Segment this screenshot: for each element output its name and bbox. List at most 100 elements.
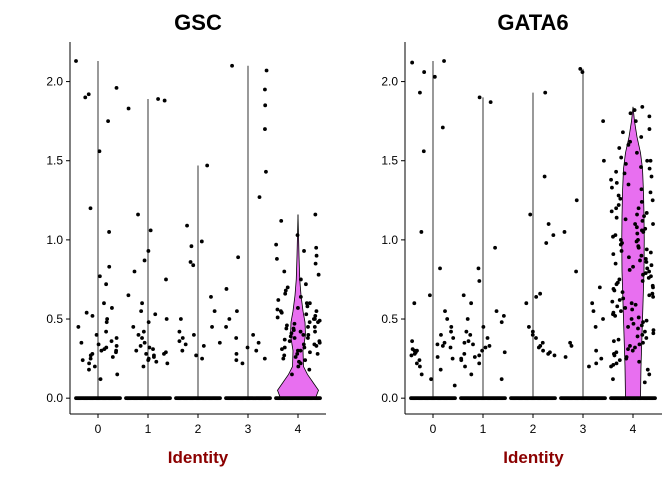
panel-title: GATA6 <box>497 10 568 35</box>
data-point <box>86 92 91 97</box>
data-point <box>471 342 475 347</box>
data-point <box>647 114 652 119</box>
data-point <box>301 342 306 347</box>
data-point <box>298 348 303 353</box>
data-point <box>544 241 549 245</box>
data-point <box>316 320 320 325</box>
data-point <box>637 359 642 364</box>
data-point <box>599 356 604 361</box>
data-point <box>422 70 427 74</box>
data-point <box>610 185 614 190</box>
data-point <box>449 325 454 329</box>
data-point <box>251 332 256 337</box>
data-point <box>410 60 415 65</box>
data-point <box>314 245 319 250</box>
data-point <box>316 272 321 277</box>
data-point <box>650 198 655 203</box>
data-point <box>611 234 615 239</box>
data-point <box>628 344 632 348</box>
data-point <box>488 100 493 105</box>
data-point <box>635 212 639 217</box>
data-point <box>649 174 654 179</box>
x-tick-label: 2 <box>195 422 202 436</box>
data-point <box>218 396 222 401</box>
data-point <box>285 323 289 328</box>
data-point <box>279 218 284 223</box>
data-point <box>644 247 649 252</box>
data-point <box>626 325 630 329</box>
data-point <box>462 340 467 345</box>
data-point <box>76 325 81 329</box>
data-point <box>481 325 486 329</box>
data-point <box>230 63 234 68</box>
data-point <box>632 108 637 112</box>
data-point <box>275 307 280 312</box>
data-point <box>114 350 118 355</box>
data-point <box>177 339 182 344</box>
data-point <box>104 320 109 325</box>
data-point <box>621 130 625 135</box>
data-point <box>466 339 471 344</box>
data-point <box>641 340 645 345</box>
data-point <box>641 320 645 325</box>
data-point <box>639 135 644 139</box>
data-point <box>276 298 281 302</box>
data-point <box>574 269 578 274</box>
data-point <box>619 309 623 314</box>
x-tick-label: 4 <box>295 422 302 436</box>
data-point <box>292 336 297 340</box>
data-point <box>603 396 607 401</box>
data-point <box>635 231 640 236</box>
data-point <box>614 361 619 366</box>
data-point <box>240 361 245 366</box>
data-point <box>304 312 309 317</box>
y-tick-label: 0.0 <box>381 391 398 405</box>
data-point <box>146 249 151 253</box>
data-point <box>200 356 204 361</box>
data-point <box>639 253 644 258</box>
data-point <box>254 348 259 353</box>
data-point <box>613 313 618 318</box>
data-point <box>609 209 614 214</box>
x-tick-label: 3 <box>580 422 587 436</box>
data-point <box>94 332 99 337</box>
data-point <box>131 325 136 329</box>
data-point <box>552 353 557 358</box>
data-point <box>630 307 635 312</box>
data-point <box>442 340 447 345</box>
data-point <box>142 340 147 345</box>
data-point <box>97 274 102 279</box>
data-point <box>609 364 613 369</box>
data-point <box>499 320 504 325</box>
data-point <box>623 161 628 166</box>
data-point <box>303 282 308 287</box>
data-point <box>209 294 213 299</box>
data-point <box>569 344 574 348</box>
data-point <box>279 310 284 315</box>
data-point <box>643 226 648 231</box>
data-point <box>635 334 640 339</box>
data-point <box>296 364 301 369</box>
data-point <box>647 166 652 171</box>
data-point <box>138 344 143 348</box>
data-point <box>307 301 312 306</box>
data-point <box>629 317 634 321</box>
data-point <box>619 249 624 253</box>
data-point <box>114 86 119 90</box>
data-point <box>189 244 194 249</box>
data-point <box>620 290 625 295</box>
data-point <box>148 228 153 233</box>
data-point <box>142 258 147 263</box>
data-point <box>562 230 567 234</box>
data-point <box>631 264 635 269</box>
data-point <box>313 329 317 334</box>
data-point <box>593 325 598 329</box>
data-point <box>635 150 639 155</box>
data-point <box>643 256 648 261</box>
data-point <box>650 291 655 296</box>
data-point <box>146 358 151 363</box>
data-point <box>477 361 482 366</box>
data-point <box>647 269 652 274</box>
data-point <box>107 230 111 234</box>
